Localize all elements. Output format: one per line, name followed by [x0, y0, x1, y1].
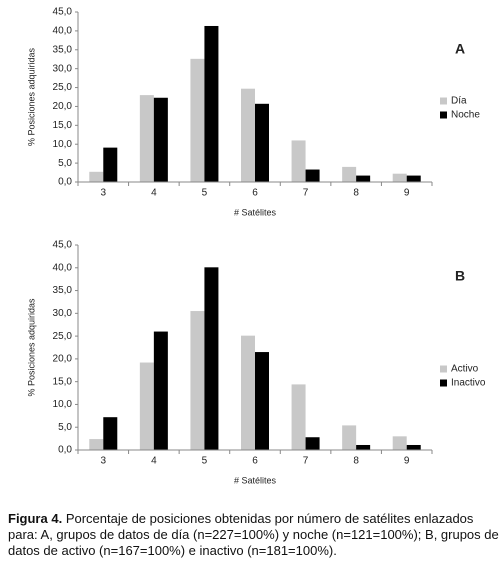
x-axis-label: # Satélites [234, 207, 277, 217]
bar [406, 444, 421, 450]
bar [305, 437, 320, 450]
y-tick-label: 5,0 [58, 158, 72, 169]
bar [255, 103, 269, 182]
y-tick-label: 45,0 [53, 240, 73, 251]
bar [139, 95, 154, 182]
annotation: B [455, 268, 465, 284]
bar [406, 175, 421, 182]
x-tick-label: 9 [404, 456, 410, 467]
x-tick-label: 8 [353, 456, 359, 467]
x-tick-label: 7 [303, 456, 309, 467]
y-tick-label: 25,0 [53, 82, 73, 93]
bar [241, 88, 255, 182]
annotation: A [455, 41, 465, 57]
caption: Figura 4. Porcentaje de posiciones obten… [8, 511, 500, 559]
bar [356, 175, 371, 182]
y-tick-label: 35,0 [53, 285, 73, 296]
bar [153, 97, 168, 182]
bar [291, 384, 306, 450]
caption-text: Porcentaje de posiciones obtenidas por n… [8, 511, 499, 558]
y-tick-label: 0,0 [58, 177, 72, 188]
legend-label: Activo [451, 364, 479, 375]
y-tick-label: 5,0 [58, 422, 72, 433]
x-tick-label: 4 [151, 188, 157, 199]
legend-swatch [440, 365, 447, 373]
y-axis-label: % Posiciones adquiridas [26, 47, 36, 146]
chart: 0,05,010,015,020,025,030,035,040,045,03 4… [26, 7, 486, 486]
x-tick-label: 3 [101, 188, 107, 199]
x-axis-label: # Satélites [234, 475, 277, 485]
bar [139, 362, 154, 450]
x-tick-label: 8 [353, 188, 359, 199]
y-tick-label: 0,0 [58, 445, 72, 456]
x-tick-label: 7 [303, 188, 309, 199]
x-tick-label: 5 [202, 456, 208, 467]
bar [305, 169, 320, 182]
y-tick-label: 40,0 [53, 26, 73, 37]
x-tick-label: 6 [252, 456, 258, 467]
legend-label: Noche [451, 110, 480, 121]
y-tick-label: 20,0 [53, 101, 73, 112]
x-tick-label: 6 [252, 188, 258, 199]
bar [356, 444, 371, 450]
y-tick-label: 20,0 [53, 354, 73, 365]
bar [89, 439, 104, 450]
bar [204, 267, 219, 450]
bar [241, 335, 255, 450]
x-tick-label: 3 [101, 456, 107, 467]
bar [392, 173, 407, 182]
y-tick-label: 15,0 [53, 376, 73, 387]
y-tick-label: 10,0 [53, 399, 73, 410]
bar [153, 331, 168, 450]
y-tick-label: 30,0 [53, 308, 73, 319]
bar [255, 352, 269, 450]
bar [342, 166, 357, 182]
y-tick-label: 10,0 [53, 139, 73, 150]
legend-swatch [440, 111, 447, 119]
caption-label: Figura 4. [8, 511, 63, 526]
bar [190, 311, 205, 450]
bar [103, 417, 118, 450]
y-tick-label: 40,0 [53, 262, 73, 273]
x-tick-label: 9 [404, 188, 410, 199]
y-tick-label: 45,0 [53, 7, 73, 18]
bar [291, 140, 306, 182]
bar [89, 171, 104, 182]
y-tick-label: 25,0 [53, 331, 73, 342]
bar [190, 58, 205, 182]
y-axis-label: % Posiciones adquiridas [26, 298, 36, 397]
legend-swatch [440, 379, 447, 387]
bar [204, 25, 219, 182]
bar [342, 425, 357, 450]
legend-swatch [440, 97, 447, 105]
x-tick-label: 4 [151, 456, 157, 467]
y-tick-label: 30,0 [53, 63, 73, 74]
bar [392, 436, 407, 450]
legend-label: Día [451, 96, 467, 107]
y-tick-label: 15,0 [53, 120, 73, 131]
bar [103, 147, 118, 182]
x-tick-label: 5 [202, 188, 208, 199]
y-tick-label: 35,0 [53, 44, 73, 55]
legend-label: Inactivo [451, 378, 486, 389]
